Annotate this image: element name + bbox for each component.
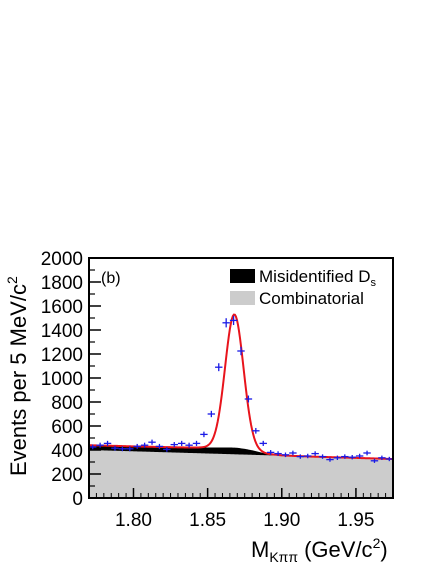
data-point [133, 443, 141, 449]
data-point [148, 439, 156, 445]
x-tick-label: 1.90 [263, 510, 300, 531]
x-tick-label: 1.85 [189, 510, 226, 531]
data-point [326, 457, 334, 462]
y-axis-label: Events per 5 MeV/c2 [4, 276, 31, 476]
data-point [333, 455, 342, 460]
legend-swatch-misid [230, 269, 255, 283]
misidentified-ds-fill [89, 445, 393, 459]
data-point [296, 454, 305, 459]
y-tick-label: 1200 [41, 345, 83, 366]
data-point [378, 455, 386, 460]
data-point [170, 442, 178, 448]
data-point [200, 431, 208, 438]
y-tick-label: 600 [51, 417, 83, 438]
legend-label-misid: Misidentified Ds [259, 267, 377, 289]
data-point [252, 427, 260, 434]
data-point [304, 453, 312, 459]
legend-label-combinatorial: Combinatorial [259, 289, 364, 308]
fit-curve [88, 313, 394, 460]
y-tick-label: 800 [51, 393, 83, 414]
data-point [126, 446, 134, 452]
data-point [229, 315, 238, 326]
y-tick-label: 1000 [41, 369, 83, 390]
data-point [311, 451, 319, 456]
data-point [259, 440, 267, 446]
data-point [363, 450, 371, 456]
data-point [215, 363, 223, 372]
data-point [289, 450, 297, 456]
data-point [348, 454, 356, 460]
data-point [266, 450, 275, 455]
data-point [163, 446, 171, 452]
data-point [281, 452, 290, 458]
data-point [103, 440, 112, 446]
data-point [370, 458, 379, 463]
data-point [177, 440, 186, 446]
axis-ticks: 0 200 400 600 800 1000 1200 1400 1600 1800 2000 1.8… [41, 249, 394, 531]
data-point [118, 446, 127, 452]
legend: Misidentified Ds Combinatorial [230, 267, 377, 308]
data-point [341, 454, 349, 459]
x-axis-label: MKππ (GeV/c2) [251, 535, 388, 565]
y-tick-label: 0 [72, 489, 83, 510]
data-point [274, 451, 282, 456]
combinatorial-background-fill [89, 450, 393, 498]
legend-swatch-combinatorial [230, 291, 255, 305]
data-point [222, 318, 230, 328]
data-point [237, 346, 245, 356]
y-tick-label: 2000 [41, 249, 83, 270]
data-point [192, 440, 201, 446]
y-tick-label: 200 [51, 465, 83, 486]
data-point [385, 456, 393, 462]
background-components [89, 445, 393, 498]
y-tick-label: 1600 [41, 297, 83, 318]
data-point [318, 454, 327, 459]
data-point [185, 442, 193, 448]
y-tick-label: 1800 [41, 273, 83, 294]
x-tick-label: 1.95 [337, 510, 374, 531]
data-points [89, 315, 393, 463]
data-point [111, 445, 119, 451]
data-point [96, 442, 104, 448]
x-tick-label: 1.80 [115, 510, 152, 531]
y-tick-label: 400 [51, 441, 83, 462]
fit-curve-layer [88, 313, 394, 460]
data-point [89, 444, 97, 450]
data-point [155, 443, 164, 449]
data-point [355, 453, 364, 459]
data-point [244, 395, 253, 403]
data-point [207, 410, 216, 418]
data-point [140, 442, 149, 448]
panel-label: (b) [101, 270, 121, 287]
y-tick-label: 1400 [41, 321, 83, 342]
